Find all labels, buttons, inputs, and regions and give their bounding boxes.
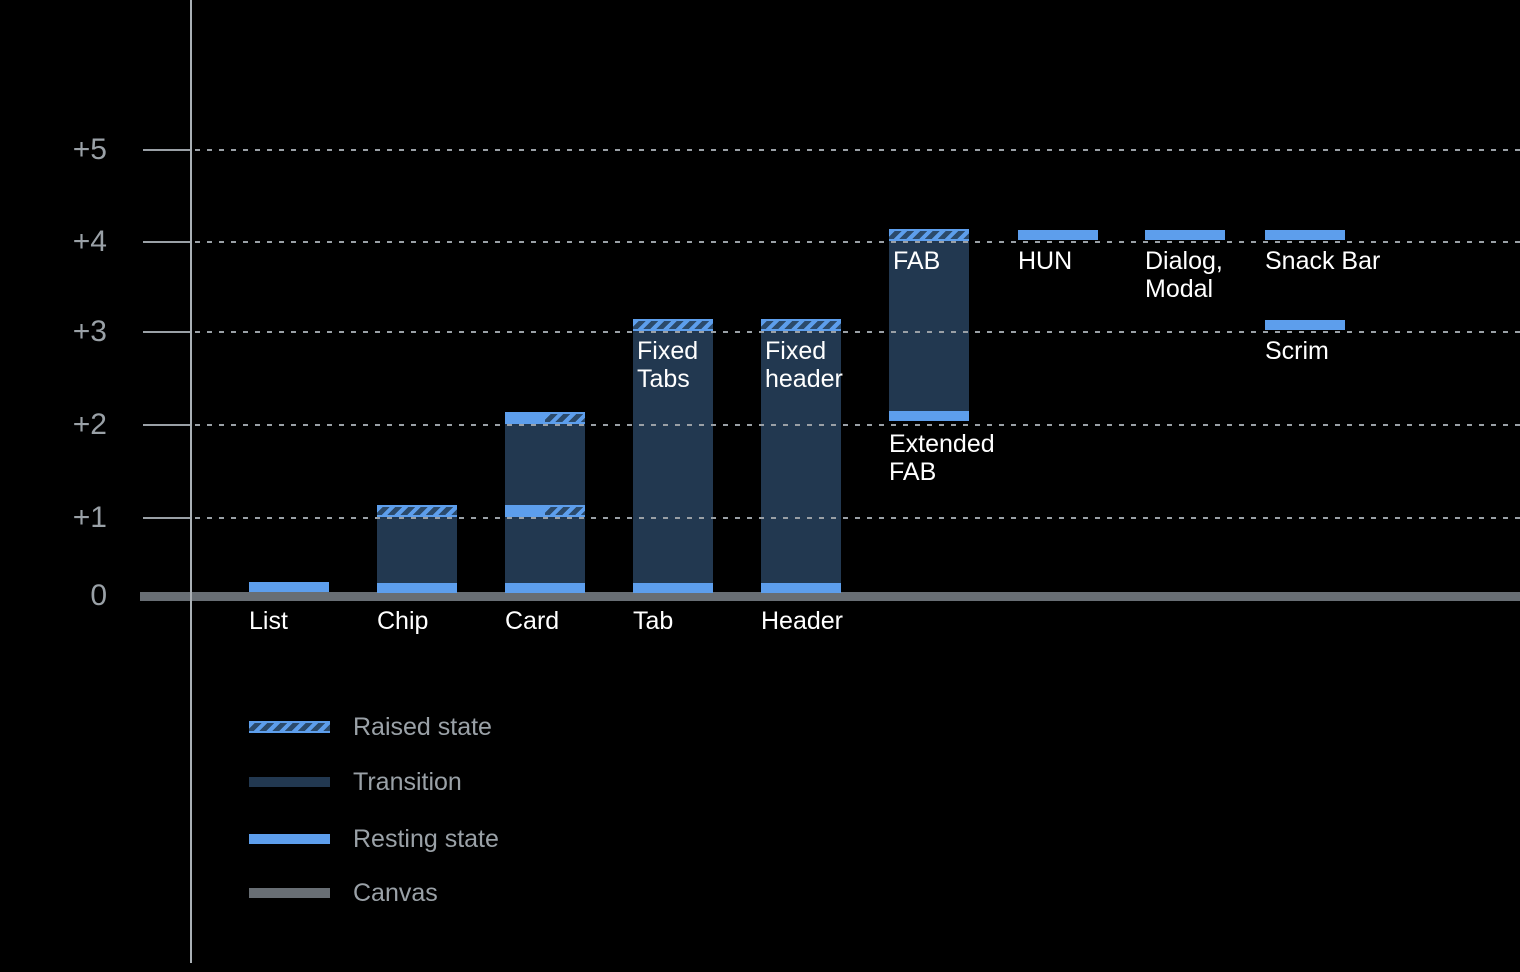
y-axis-label: 0 (90, 579, 107, 612)
gridline (195, 424, 1520, 426)
bar-caption: Scrim (1265, 337, 1329, 365)
raised-band (633, 319, 713, 331)
bar-inner-label: Fixed header (765, 337, 843, 393)
y-tick (143, 241, 191, 243)
y-tick (143, 517, 191, 519)
gridline (195, 241, 1520, 243)
resting-half (505, 505, 545, 517)
y-axis-label: +1 (72, 501, 107, 534)
y-tick (143, 149, 191, 151)
resting-band (1265, 230, 1345, 240)
bar-chip (377, 505, 457, 593)
legend-swatch-resting (249, 834, 330, 844)
legend-swatch-transition (249, 777, 330, 787)
raised-band (889, 229, 969, 241)
resting-band (377, 583, 457, 593)
legend-swatch-raised (249, 721, 330, 733)
gridline (195, 331, 1520, 333)
bar-card (505, 412, 585, 593)
x-axis-label: Header (761, 607, 843, 635)
bar-tab (633, 319, 713, 593)
canvas-baseline (140, 592, 1520, 601)
legend-item-raised: Raised state (249, 712, 492, 742)
legend-label: Canvas (353, 879, 438, 907)
bar-caption: Extended FAB (889, 430, 995, 486)
resting-band (1145, 230, 1225, 240)
raised-half (545, 505, 585, 517)
y-tick (143, 331, 191, 333)
y-axis-label: +3 (72, 315, 107, 348)
bar-caption: Snack Bar (1265, 247, 1381, 275)
x-axis-label: Card (505, 607, 560, 635)
legend-label: Transition (353, 768, 462, 796)
bar-inner-label: Fixed Tabs (637, 337, 699, 393)
y-axis-line (190, 0, 192, 963)
bar-inner-label: FAB (893, 247, 941, 275)
resting-band (633, 583, 713, 593)
y-axis-label: +5 (72, 133, 107, 166)
legend-item-resting: Resting state (249, 824, 499, 854)
x-axis-label: Tab (633, 607, 674, 635)
gridline (195, 149, 1520, 151)
y-axis-label: +2 (72, 408, 107, 441)
legend-item-canvas: Canvas (249, 878, 438, 908)
legend-swatch-canvas (249, 888, 330, 898)
bar-caption: HUN (1018, 247, 1073, 275)
resting-band (889, 411, 969, 421)
legend-item-transition: Transition (249, 767, 462, 797)
raised-band (377, 505, 457, 517)
x-axis-label: Chip (377, 607, 429, 635)
resting-band (1018, 230, 1098, 240)
bar-fab (889, 229, 969, 421)
y-tick (143, 424, 191, 426)
resting-band (249, 582, 329, 592)
resting-band (1265, 320, 1345, 330)
split-band (505, 412, 585, 424)
split-band (505, 505, 585, 517)
bar-caption: Dialog, Modal (1145, 247, 1223, 303)
resting-band (505, 583, 585, 593)
bar-header (761, 319, 841, 593)
legend-label: Resting state (353, 825, 499, 853)
y-axis-label: +4 (72, 225, 107, 258)
gridline (195, 517, 1520, 519)
raised-band (761, 319, 841, 331)
resting-half (505, 412, 545, 424)
raised-half (545, 412, 585, 424)
resting-band (761, 583, 841, 593)
x-axis-label: List (249, 607, 288, 635)
legend-label: Raised state (353, 713, 492, 741)
